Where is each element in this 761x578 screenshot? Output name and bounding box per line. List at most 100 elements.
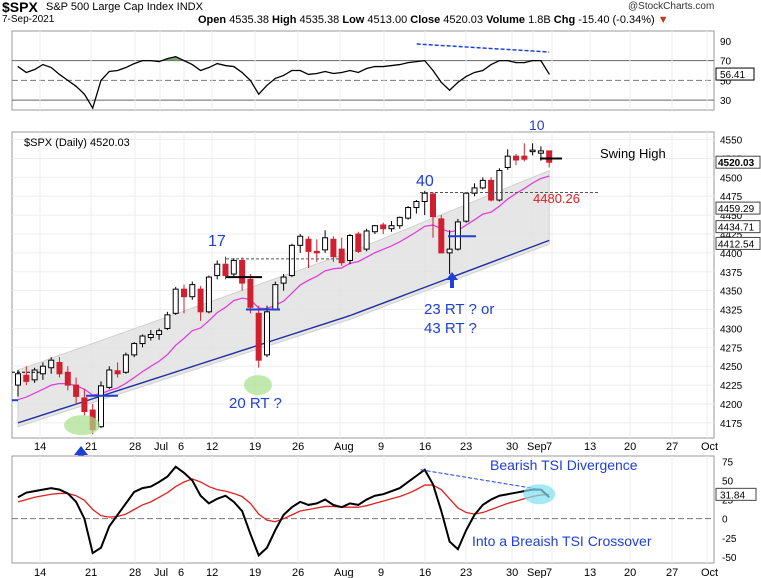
tsi-current-box <box>715 487 757 501</box>
candle-body <box>347 235 353 261</box>
price-tick-label: 4400 <box>720 249 743 260</box>
brand-label: @StockCharts.com <box>628 1 715 12</box>
tsi-annotation: Bearish TSI Divergence <box>490 457 638 473</box>
price-x-tick-label: 7 <box>546 441 552 453</box>
price-tick-label: 4250 <box>720 362 743 373</box>
price-annotation: 4480.26 <box>533 191 580 206</box>
rsi-point <box>158 61 160 63</box>
rsi-tick-label: 70 <box>720 57 732 68</box>
candle-body <box>255 312 262 361</box>
price-label: 4459.29 <box>718 204 755 215</box>
price-tick-label: 4175 <box>720 419 743 430</box>
rsi-point <box>457 81 459 83</box>
rsi-point <box>100 79 102 81</box>
price-label-box <box>715 201 761 215</box>
rsi-point <box>291 69 293 72</box>
ohlc-readout: Open 4535.38 High 4535.38 Low 4513.00 Cl… <box>198 14 669 26</box>
rsi-point <box>34 68 36 71</box>
high-label: High <box>272 14 297 26</box>
tsi-x-tick-label: 12 <box>206 567 218 578</box>
candle-body <box>139 335 146 345</box>
rsi-point <box>349 69 351 72</box>
price-x-tick-label: 19 <box>249 441 261 453</box>
candle-body <box>396 216 403 227</box>
chg-value: -15.40 (-0.34%) <box>578 14 655 26</box>
price-x-tick-label: 13 <box>584 441 596 453</box>
tsi-x-tick-label: Oct <box>701 567 718 578</box>
candle-body <box>122 354 129 373</box>
candle-body <box>355 233 362 252</box>
price-tick-label: 4200 <box>720 400 743 411</box>
rsi-point <box>150 60 152 62</box>
rsi-point <box>191 63 193 66</box>
rsi-point <box>482 69 484 72</box>
rsi-point <box>523 62 525 64</box>
candle-body <box>15 373 21 386</box>
rsi-point <box>357 71 359 74</box>
rsi-point <box>258 93 260 95</box>
price-panel: $SPX (Daily) 4520.03 17 40 10 Swing High 4480… <box>11 117 761 487</box>
candle-body <box>156 330 163 335</box>
tsi-tick-label: 75 <box>722 457 734 468</box>
open-label: Open <box>198 14 227 26</box>
candle-body <box>106 369 113 388</box>
rsi-point <box>133 62 135 65</box>
tsi-tick-label: -50 <box>722 553 737 564</box>
rsi-point <box>407 62 409 64</box>
candle-body <box>388 225 395 230</box>
rsi-tick-label: 30 <box>720 96 732 107</box>
price-tick-label: 4325 <box>720 306 743 317</box>
price-x-tick-label: 23 <box>460 441 472 453</box>
candle-body <box>305 238 312 252</box>
sma-line <box>17 239 550 424</box>
candle-body <box>488 179 495 201</box>
candle-body <box>288 244 295 277</box>
chart-date: 7-Sep-2021 <box>2 14 55 25</box>
candle-body <box>529 149 536 153</box>
rsi-point <box>17 65 19 68</box>
tsi-x-tick-label: Aug <box>334 567 354 578</box>
low-value: 4513.00 <box>367 14 408 26</box>
rsi-point <box>440 81 442 83</box>
rsi-point <box>274 77 276 79</box>
price-tick-label: 4350 <box>720 287 743 298</box>
price-tick-label: 4225 <box>720 381 743 392</box>
candle-body <box>438 218 445 254</box>
rsi-point <box>141 60 144 62</box>
rsi-point <box>473 71 476 74</box>
candle-body <box>405 207 412 219</box>
candle-body <box>131 343 138 356</box>
up-arrow-icon <box>446 272 458 288</box>
rsi-point <box>548 73 550 75</box>
rsi-point <box>540 60 542 62</box>
rsi-point <box>515 62 517 64</box>
tsi-tick-label: 0 <box>722 515 728 526</box>
candle-body <box>297 235 304 246</box>
price-annotation: 10 <box>529 117 545 133</box>
tsi-tick-label: -25 <box>722 534 737 545</box>
rsi-current-box <box>715 67 755 81</box>
candle-body <box>222 263 229 277</box>
rsi-tick-label: 90 <box>720 37 732 48</box>
candle-body <box>81 397 88 413</box>
price-title: $SPX (Daily) 4520.03 <box>24 137 130 149</box>
tsi-panel: -50 -25 0 25 50 75 31.84 Bearish TSI Divergence… <box>11 455 757 578</box>
rsi-point <box>42 63 44 66</box>
candle-body <box>64 371 71 386</box>
price-tick-label: 4300 <box>720 324 743 335</box>
price-tick-label: 4375 <box>720 268 743 279</box>
tsi-current-label: 31.84 <box>720 490 745 501</box>
price-annotation: 43 RT ? <box>424 320 477 337</box>
price-annotation: 20 RT ? <box>229 395 282 412</box>
candle-body <box>197 288 204 313</box>
tsi-line <box>17 465 550 558</box>
rsi-point <box>432 69 434 72</box>
rsi-point <box>208 66 210 69</box>
price-label: 4434.71 <box>718 223 755 234</box>
candle-body <box>380 224 387 230</box>
price-x-tick-label: 14 <box>34 441 46 453</box>
rsi-point <box>183 60 185 62</box>
tsi-frame <box>11 455 715 564</box>
price-tick-label: 4450 <box>720 211 743 222</box>
tsi-x-tick-label: 6 <box>178 567 184 578</box>
